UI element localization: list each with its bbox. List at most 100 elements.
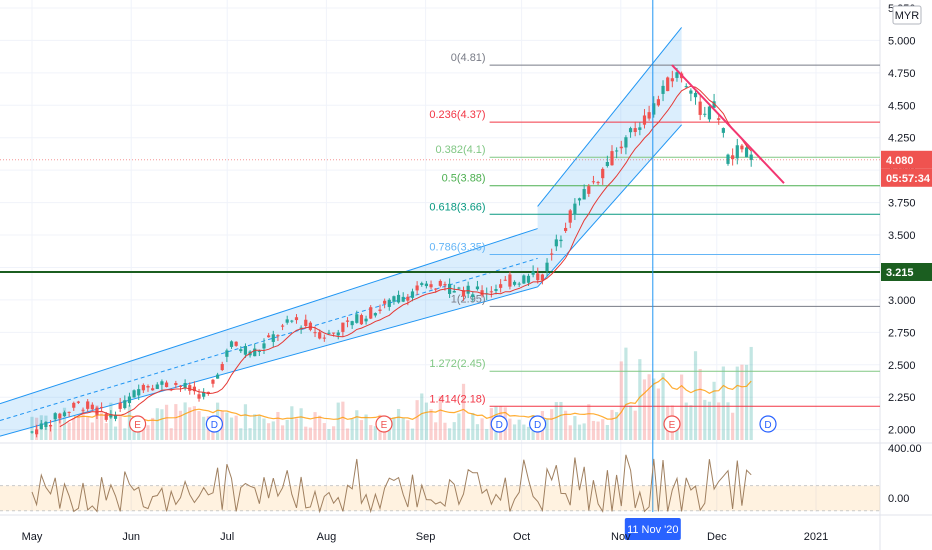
candle-body-88: [438, 280, 442, 286]
candle-body-106: [522, 275, 526, 284]
candle-body-142: [689, 90, 693, 94]
volume-bar-51: [267, 423, 271, 440]
candle-body-149: [721, 128, 725, 133]
candle-body-8: [67, 411, 71, 413]
volume-bar-121: [591, 420, 596, 440]
candle-body-143: [693, 92, 698, 98]
volume-bar-89: [443, 422, 447, 440]
event-dividend-6: [759, 415, 777, 433]
volume-bar-117: [573, 416, 577, 440]
candle-body-87: [434, 288, 438, 290]
volume-bar-58: [299, 408, 303, 440]
candle-body-42: [225, 350, 229, 357]
oscillator-line: [31, 454, 752, 514]
candle-body-63: [322, 337, 326, 339]
candle-body-59: [304, 319, 308, 326]
candle-body-29: [164, 382, 169, 388]
oscillator-pane: [0, 454, 880, 514]
candle-body-37: [202, 392, 206, 397]
volume-bar-151: [731, 412, 735, 440]
volume-bar-81: [406, 420, 410, 440]
volume-bar-63: [322, 423, 326, 440]
event-letter-3: D: [496, 420, 503, 431]
candle-body-80: [401, 296, 405, 302]
candle-body-113: [554, 239, 558, 247]
fib-label-7: 1.272(2.45): [429, 358, 485, 370]
price-tick-10: 4.500: [888, 100, 916, 112]
volume-bar-147: [712, 381, 716, 440]
event-dividend-4: [528, 415, 547, 433]
currency-badge[interactable]: MYR: [892, 5, 922, 25]
volume-bar-106: [522, 424, 526, 440]
price-labels: 4.080 05:57:34 3.215: [0, 150, 932, 281]
volume-bar-80: [401, 418, 405, 440]
candle-body-66: [336, 332, 340, 336]
volume-bar-31: [174, 404, 178, 440]
time-tick-4: Sep: [416, 531, 436, 543]
candle-body-96: [475, 286, 480, 290]
volume-bar-116: [568, 425, 572, 440]
oscillator-tick-0: 400.00: [888, 443, 922, 455]
volume-bar-124: [605, 424, 609, 440]
candle-body-119: [582, 189, 586, 200]
volume-bar-104: [512, 424, 517, 440]
candle-body-54: [280, 325, 285, 327]
candle-body-10: [76, 401, 80, 403]
volume-bar-144: [698, 369, 702, 440]
candle-body-107: [526, 275, 531, 283]
candle-body-32: [178, 385, 183, 387]
candle-body-62: [318, 332, 322, 339]
downtrend: [671, 64, 785, 184]
volume-bar-111: [545, 419, 549, 440]
candle-body-74: [373, 313, 377, 316]
candle-body-86: [429, 284, 433, 288]
volume-bar-78: [392, 417, 396, 440]
volume-bar-85: [424, 402, 428, 440]
candle-body-45: [239, 349, 243, 352]
volume-bar-45: [239, 428, 243, 440]
fib-label-8: 1.414(2.18): [429, 393, 485, 405]
candle-body-152: [735, 145, 739, 159]
volume-bar-60: [308, 427, 312, 440]
volume-bar-79: [396, 408, 401, 440]
fib-label-3: 0.5(3.88): [442, 173, 486, 185]
candle-body-58: [299, 327, 303, 329]
candle-body-108: [531, 271, 535, 275]
candle-body-35: [192, 386, 196, 392]
volume-bar-59: [304, 426, 308, 440]
volume-bar-142: [689, 405, 693, 440]
candle-body-110: [540, 274, 544, 281]
candle-body-75: [378, 309, 382, 311]
price-label-text-0: 4.080: [886, 155, 914, 167]
candle-body-112: [550, 253, 554, 255]
candle-body-49: [257, 350, 261, 352]
volume-bar-10: [76, 416, 80, 440]
volume-bar-96: [475, 424, 480, 440]
volume-bar-16: [104, 423, 108, 440]
candle-body-20: [123, 400, 127, 409]
candle-body-122: [596, 182, 600, 184]
volume-bar-22: [132, 426, 136, 440]
crosshair-date-label: 11 Nov '20: [627, 524, 678, 536]
candle-body-123: [601, 168, 605, 179]
volume-bar-30: [169, 428, 173, 440]
candle-body-83: [415, 285, 419, 291]
price-label-text-1: 05:57:34: [886, 173, 931, 185]
candle-body-132: [642, 115, 647, 125]
candle-body-93: [461, 290, 466, 297]
volume-bar-127: [619, 361, 623, 440]
event-letter-2: E: [381, 420, 388, 431]
candle-body-131: [638, 127, 642, 130]
time-axis[interactable]: May Jun Jul Aug Sep Oct Nov Dec 2021: [22, 531, 829, 543]
candle-body-3: [44, 421, 48, 427]
candle-body-48: [253, 348, 257, 357]
candle-body-109: [536, 273, 540, 281]
volume-bar-9: [72, 417, 76, 440]
candle-body-124: [605, 161, 609, 167]
volume-bar-74: [373, 426, 377, 440]
volume-bar-123: [601, 419, 605, 440]
candle-body-61: [313, 332, 317, 334]
candle-body-118: [577, 198, 582, 201]
candle-body-99: [489, 291, 493, 293]
